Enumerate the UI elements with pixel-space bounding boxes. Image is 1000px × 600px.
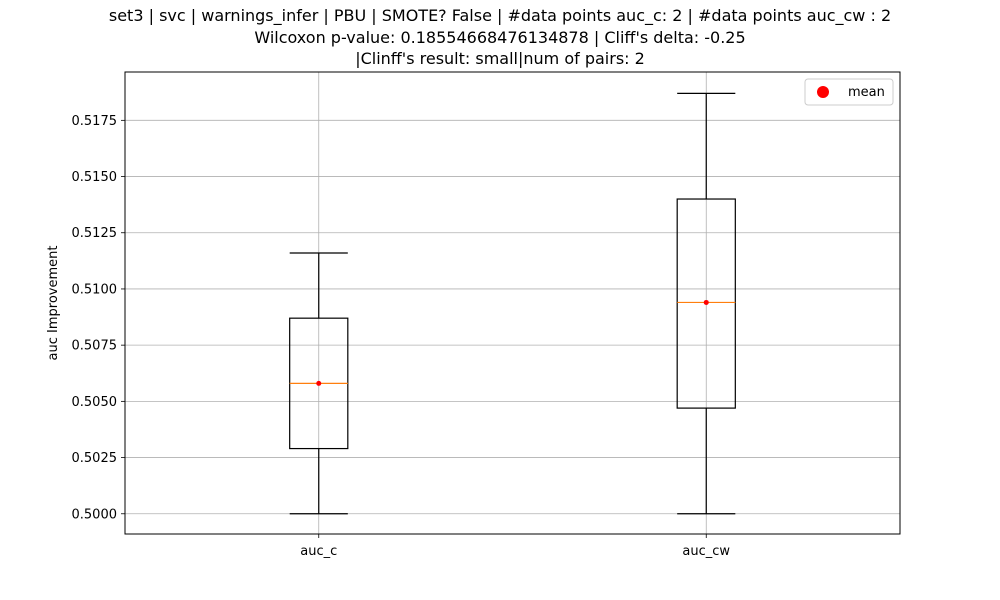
y-tick-label: 0.5025 [72, 451, 118, 466]
x-tick-label: auc_cw [682, 544, 730, 559]
plot-frame [124, 71, 901, 535]
chart-title-line-1: set3 | svc | warnings_infer | PBU | SMOT… [108, 6, 892, 25]
chart-title-line-3: |Clinff's result: small|num of pairs: 2 [355, 49, 645, 68]
legend-label: mean [848, 85, 885, 100]
legend: mean [804, 78, 894, 106]
y-tick-label: 0.5150 [72, 170, 118, 185]
y-axis-label: auc Improvement [46, 246, 61, 361]
y-tick-label: 0.5000 [72, 507, 118, 522]
legend-box [804, 78, 894, 106]
box-layer [289, 92, 736, 515]
y-tick-label: 0.5175 [72, 114, 118, 129]
mean-marker [703, 299, 709, 305]
iqr-box [676, 198, 736, 409]
y-tick-label: 0.5125 [72, 226, 118, 241]
y-tick-label: 0.5050 [72, 395, 118, 410]
mean-marker [316, 380, 322, 386]
grid-layer [125, 72, 900, 534]
legend-mean-marker [817, 86, 829, 98]
y-tick-label: 0.5075 [72, 339, 118, 354]
x-tick-label: auc_c [300, 544, 337, 559]
y-tick-label: 0.5100 [72, 282, 118, 297]
chart-title-line-2: Wilcoxon p-value: 0.18554668476134878 | … [254, 28, 746, 47]
tick-layer: 0.5000 0.5025 0.5050 0.5075 0.5100 0.5125 0.51… [72, 114, 731, 559]
